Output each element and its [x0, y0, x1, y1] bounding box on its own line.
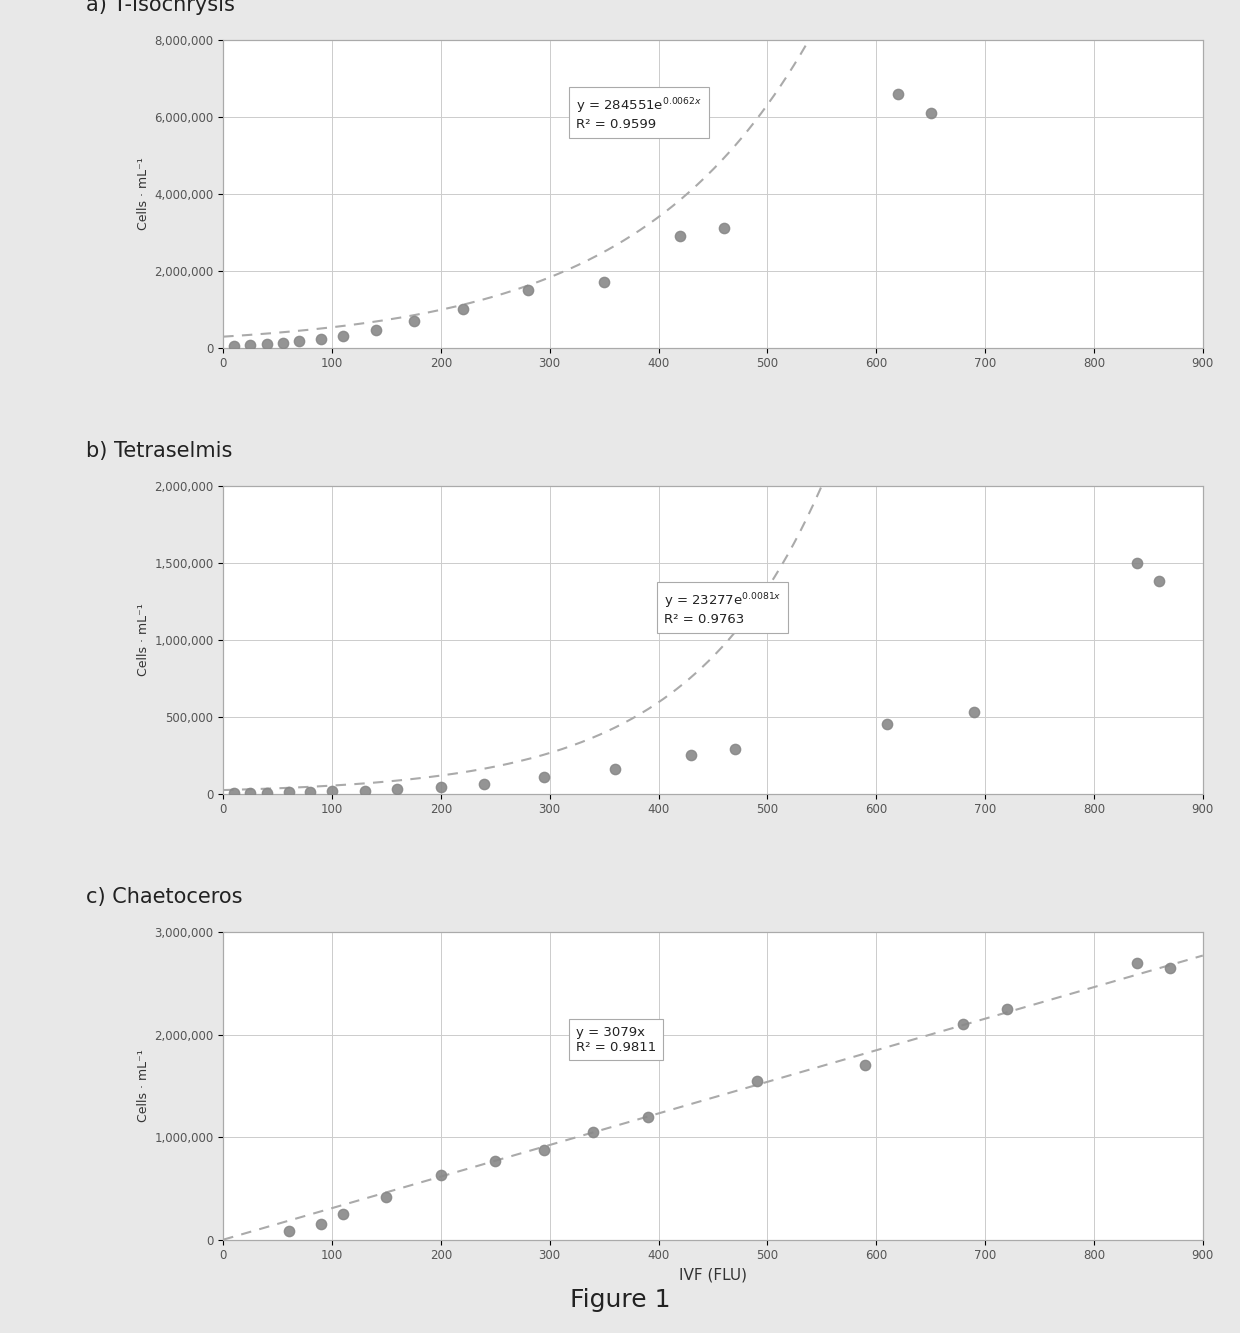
Point [1149, 571, 1169, 592]
Point [583, 1121, 603, 1142]
X-axis label: IVF (FLU): IVF (FLU) [680, 1268, 746, 1282]
Point [965, 701, 985, 722]
Point [300, 781, 320, 802]
Point [475, 773, 495, 794]
Text: Figure 1: Figure 1 [569, 1288, 671, 1312]
Point [671, 225, 691, 247]
Point [241, 782, 260, 804]
Point [311, 328, 331, 349]
Point [366, 320, 386, 341]
Point [279, 781, 299, 802]
Point [453, 299, 472, 320]
Point [334, 325, 353, 347]
Point [257, 333, 277, 355]
Text: b) Tetraselmis: b) Tetraselmis [86, 441, 232, 461]
Text: c) Chaetoceros: c) Chaetoceros [86, 888, 243, 908]
Point [921, 103, 941, 124]
Point [257, 782, 277, 804]
Point [377, 1186, 397, 1208]
Y-axis label: Cells · mL⁻¹: Cells · mL⁻¹ [138, 157, 150, 231]
Point [241, 333, 260, 355]
Point [746, 1070, 766, 1092]
Point [594, 272, 614, 293]
Point [404, 311, 424, 332]
Point [432, 1165, 451, 1186]
Point [518, 280, 538, 301]
Point [334, 1204, 353, 1225]
Text: y = 3079x
R² = 0.9811: y = 3079x R² = 0.9811 [575, 1025, 656, 1054]
Point [605, 758, 625, 780]
Point [311, 1213, 331, 1234]
Point [485, 1150, 505, 1172]
Point [877, 713, 897, 734]
Point [637, 1106, 657, 1128]
Point [279, 1221, 299, 1242]
Y-axis label: Cells · mL⁻¹: Cells · mL⁻¹ [138, 604, 150, 676]
Point [387, 778, 407, 800]
Point [322, 781, 342, 802]
Point [534, 1140, 554, 1161]
Point [856, 1054, 875, 1076]
Point [273, 332, 293, 353]
Point [954, 1013, 973, 1034]
Point [888, 83, 908, 104]
Point [355, 780, 374, 801]
Point [289, 331, 309, 352]
Text: y = 23277e$^{0.0081x}$
R² = 0.9763: y = 23277e$^{0.0081x}$ R² = 0.9763 [665, 592, 781, 627]
Point [725, 738, 745, 760]
Point [1127, 552, 1147, 573]
Point [681, 745, 701, 766]
Text: y = 284551e$^{0.0062x}$
R² = 0.9599: y = 284551e$^{0.0062x}$ R² = 0.9599 [575, 96, 702, 131]
Point [1161, 957, 1180, 978]
Text: a) T-Isochrysis: a) T-Isochrysis [86, 0, 234, 16]
Point [224, 336, 244, 357]
Point [224, 782, 244, 804]
Y-axis label: Cells · mL⁻¹: Cells · mL⁻¹ [138, 1049, 150, 1122]
Point [997, 998, 1017, 1020]
Point [1127, 952, 1147, 973]
Point [432, 776, 451, 797]
Point [534, 766, 554, 788]
Point [714, 217, 734, 239]
